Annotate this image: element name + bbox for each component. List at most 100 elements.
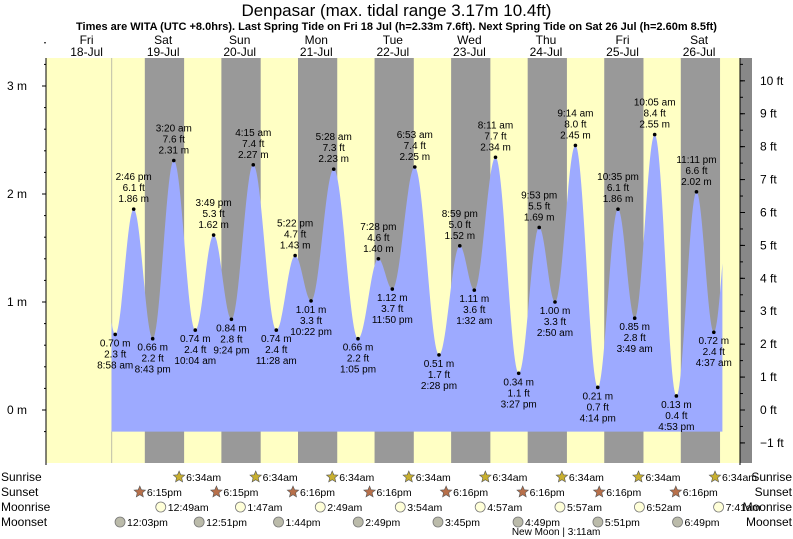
tide-m-label: 0.51 m — [424, 359, 455, 370]
right-tick-label: 7 ft — [760, 173, 777, 187]
day-name: Sat — [154, 33, 173, 47]
moonrise-icon — [474, 501, 486, 513]
tide-point — [674, 394, 679, 398]
right-margin-band — [740, 58, 752, 463]
sunset-time: 6:16pm — [606, 487, 641, 499]
tide-m-label: 1.11 m — [459, 294, 489, 305]
left-tick-label: 3 m — [7, 79, 27, 93]
tide-m-label: 0.74 m — [180, 334, 211, 345]
tide-time-label: 5:22 pm — [277, 219, 313, 230]
tide-point — [616, 207, 620, 211]
moonset-icon — [512, 516, 524, 528]
moonset-time: 4:49pm — [525, 517, 560, 529]
tide-time-label: 8:59 pm — [442, 209, 478, 220]
tide-m-label: 0.21 m — [582, 391, 613, 402]
tide-point — [437, 353, 441, 357]
tide-m-label: 2.45 m — [560, 130, 591, 141]
sunrise-time: 6:34am — [492, 472, 527, 484]
tide-ft-label: 0.7 ft — [587, 402, 609, 413]
tide-point — [376, 257, 381, 261]
sunrise-icon — [325, 470, 339, 483]
moonrise-icon — [554, 501, 566, 513]
tide-m-label: 2.34 m — [480, 142, 511, 153]
tide-m-label: 1.52 m — [444, 231, 475, 242]
tide-time-label: 3:20 am — [156, 124, 192, 135]
tide-ft-label: 3.7 ft — [381, 304, 403, 315]
tide-ft-label: 8.0 ft — [564, 119, 586, 130]
tide-m-label: 1.86 m — [603, 194, 634, 205]
tide-point — [150, 336, 155, 341]
tide-time-label: 4:37 am — [696, 358, 732, 369]
moonset-icon — [592, 516, 604, 528]
tide-ft-label: 7.3 ft — [323, 143, 345, 154]
moonrise-time: 3:54am — [407, 502, 442, 514]
tide-time-label: 11:28 am — [256, 356, 297, 367]
sunset-row-label: Sunset — [1, 485, 39, 499]
sunset-time: 6:16pm — [530, 487, 565, 499]
tide-time-label: 3:49 am — [617, 344, 653, 355]
tide-time-label: 1:05 pm — [340, 365, 376, 376]
moonset-time: 2:49pm — [365, 517, 400, 529]
moonrise-icon — [155, 501, 167, 513]
tide-point — [412, 165, 417, 169]
tide-ft-label: 2.4 ft — [265, 345, 287, 356]
tide-point — [537, 225, 542, 230]
tide-ft-label: 2.2 ft — [347, 354, 369, 365]
tide-ft-label: 2.2 ft — [142, 354, 164, 365]
moonrise-time: 1:47am — [247, 502, 282, 514]
tide-m-label: 2.31 m — [159, 146, 190, 157]
day-headers: Fri18-JulSat19-JulSun20-JulMon21-JulTue2… — [70, 33, 715, 59]
tide-m-label: 1.86 m — [118, 194, 149, 205]
sunset-row-label-right: Sunset — [755, 485, 793, 499]
tide-ft-label: 6.6 ft — [685, 166, 707, 177]
sunset-time: 6:16pm — [453, 487, 488, 499]
tide-time-label: 9:24 pm — [213, 345, 249, 356]
left-tick-label: 2 m — [7, 187, 27, 201]
moonrise-icon — [314, 501, 326, 513]
right-tick-label: 0 ft — [760, 403, 777, 417]
sunrise-icon — [249, 470, 263, 483]
new-moon-label: New Moon | 3:11am — [512, 527, 601, 538]
tide-m-label: 1.12 m — [377, 293, 408, 304]
tide-time-label: 4:14 pm — [580, 413, 616, 424]
tide-m-label: 2.23 m — [318, 154, 349, 165]
night-band — [111, 58, 113, 463]
moonrise-time: 4:57am — [487, 502, 522, 514]
sunrise-row-label-right: Sunrise — [751, 470, 792, 484]
tide-m-label: 0.72 m — [699, 336, 730, 347]
moonrise-icon — [713, 501, 724, 513]
tide-ft-label: 4.7 ft — [284, 230, 306, 241]
tide-point — [632, 316, 637, 321]
sunset-icon — [516, 485, 530, 498]
tide-m-label: 0.74 m — [261, 334, 292, 345]
moonset-time: 12:03pm — [127, 517, 168, 529]
sunset-time: 6:16pm — [300, 487, 335, 499]
tide-ft-label: 2.8 ft — [220, 334, 242, 345]
tide-ft-label: 1.1 ft — [508, 388, 530, 399]
tide-time-label: 1:32 am — [456, 316, 492, 327]
tide-m-label: 0.85 m — [619, 322, 650, 333]
sunrise-icon — [172, 470, 186, 483]
moonset-icon — [352, 516, 364, 528]
tide-ft-label: 1.7 ft — [428, 370, 450, 381]
moonrise-icon — [394, 501, 406, 513]
tide-point — [595, 385, 600, 390]
tide-ft-label: 3.3 ft — [544, 317, 566, 328]
tide-point — [274, 328, 279, 332]
moonset-icon — [273, 516, 284, 528]
tide-time-label: 8:58 am — [97, 360, 133, 371]
moonrise-time: 2:49am — [327, 502, 362, 514]
moonset-time: 12:51pm — [206, 517, 247, 529]
tide-point — [694, 190, 699, 194]
tide-m-label: 1.43 m — [280, 241, 311, 252]
tide-point — [573, 143, 578, 148]
tide-point — [309, 299, 313, 303]
sunrise-icon — [632, 470, 645, 483]
tide-time-label: 3:49 pm — [196, 198, 232, 209]
tide-ft-label: 7.7 ft — [484, 131, 506, 142]
tide-area-layer — [111, 134, 723, 432]
sunset-icon — [592, 485, 606, 498]
sunrise-row-label: Sunrise — [1, 470, 42, 484]
